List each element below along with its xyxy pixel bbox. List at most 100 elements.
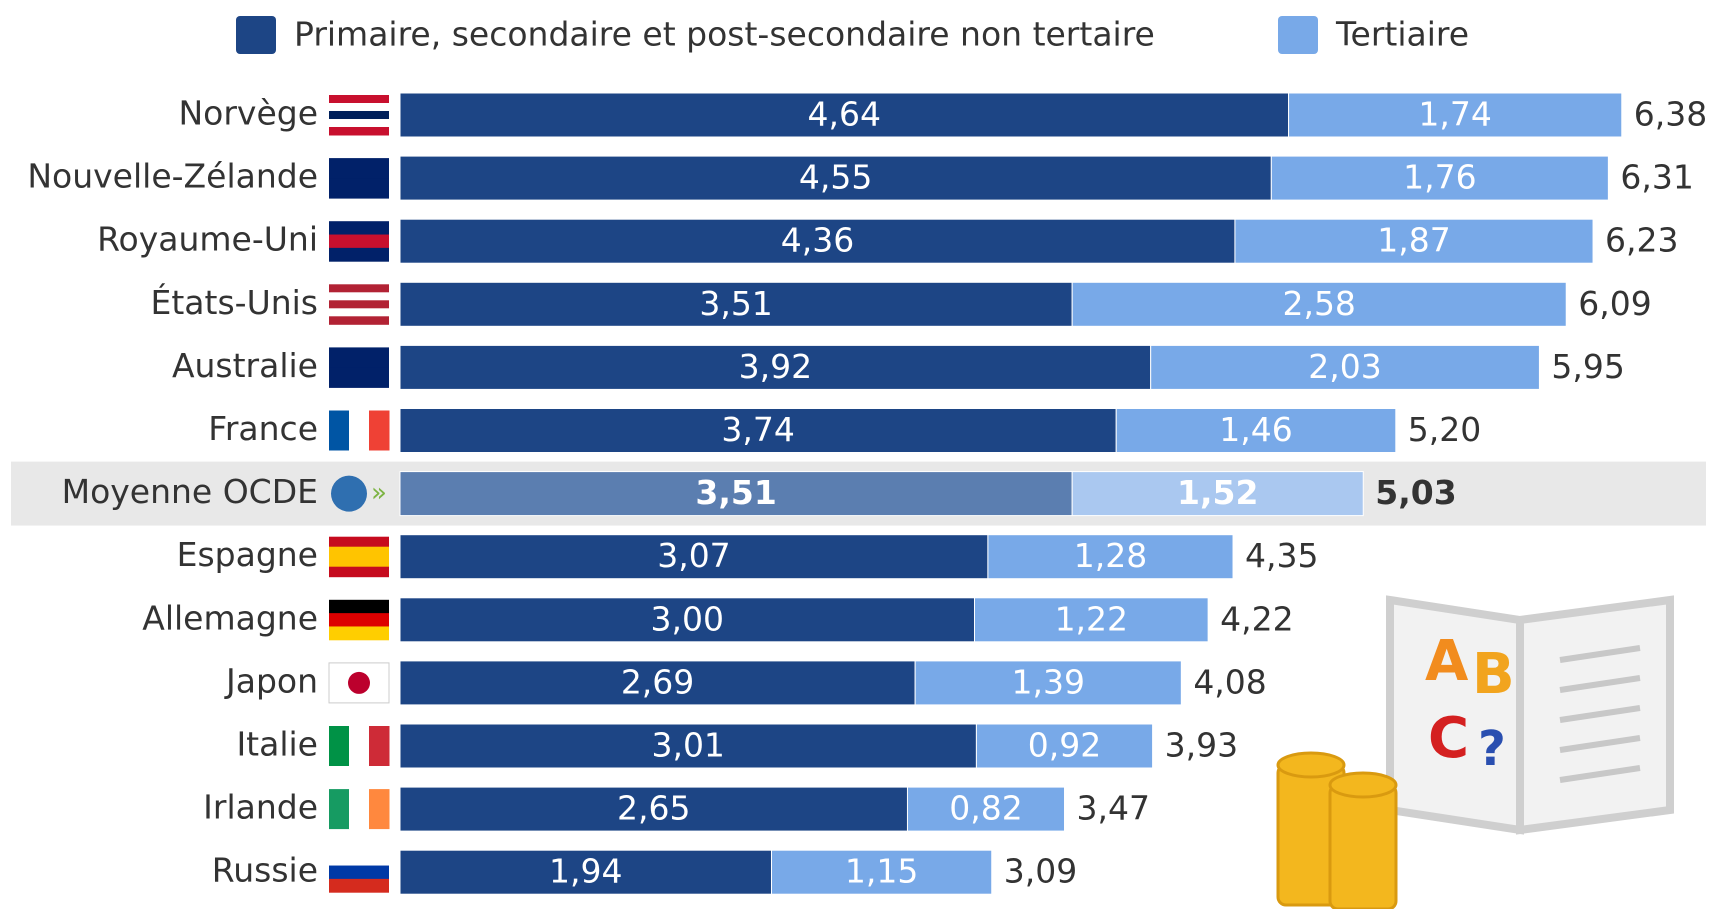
category-label: France xyxy=(208,409,318,448)
category-label: Irlande xyxy=(203,788,318,827)
total-label: 4,08 xyxy=(1193,662,1266,701)
category-label: Australie xyxy=(172,346,318,385)
value-label: 2,69 xyxy=(621,662,694,701)
value-label: 2,65 xyxy=(617,789,690,828)
bar-segment xyxy=(1071,281,1567,327)
flag xyxy=(329,878,389,893)
legend-swatch xyxy=(1278,16,1318,54)
flag xyxy=(331,475,367,512)
flag xyxy=(329,865,389,880)
flag xyxy=(329,292,389,301)
total-label: 3,47 xyxy=(1077,789,1150,828)
value-label: 1,15 xyxy=(845,852,918,891)
flag xyxy=(329,410,350,451)
flag xyxy=(349,789,370,830)
value-label: 1,87 xyxy=(1377,221,1450,260)
total-label: 4,35 xyxy=(1245,536,1318,575)
flag xyxy=(329,410,390,451)
value-label: 3,74 xyxy=(721,410,794,449)
svg-text:A: A xyxy=(1425,629,1469,694)
value-label: 4,55 xyxy=(799,158,872,197)
bar-segment xyxy=(906,786,1066,832)
svg-text:?: ? xyxy=(1478,721,1506,777)
total-label: 3,09 xyxy=(1004,852,1077,891)
flag xyxy=(329,111,389,120)
bar-segment xyxy=(1234,218,1594,264)
value-label: 3,01 xyxy=(651,726,724,765)
bar-segment xyxy=(399,660,916,706)
category-label: Allemagne xyxy=(142,598,318,637)
bar-segment xyxy=(1115,408,1397,453)
value-label: 2,03 xyxy=(1308,347,1381,386)
flag xyxy=(329,726,350,766)
category-label: Nouvelle-Zélande xyxy=(27,157,318,196)
bar-segment xyxy=(1270,155,1609,201)
value-label: 4,36 xyxy=(781,221,854,260)
flag xyxy=(328,662,390,704)
value-label: 1,76 xyxy=(1403,158,1476,197)
total-label: 6,09 xyxy=(1578,284,1651,323)
value-label: 1,46 xyxy=(1219,410,1292,449)
flag xyxy=(329,367,389,388)
bar-segment xyxy=(399,534,989,580)
flag xyxy=(329,536,389,548)
flag xyxy=(329,95,389,136)
flag xyxy=(329,127,389,136)
flag xyxy=(329,247,389,262)
bar-segment xyxy=(399,471,1073,517)
category-label: Moyenne OCDE xyxy=(62,472,318,511)
value-label: 0,82 xyxy=(949,789,1022,828)
bar-segment xyxy=(399,344,1152,390)
bar-segment xyxy=(987,534,1234,580)
flag xyxy=(329,347,389,368)
flag xyxy=(329,158,389,199)
flag xyxy=(329,852,389,893)
value-label: 0,92 xyxy=(1028,726,1101,765)
total-label: 6,23 xyxy=(1605,221,1678,260)
total-label: 5,03 xyxy=(1375,473,1456,512)
flag xyxy=(369,726,390,766)
total-label: 5,95 xyxy=(1551,347,1624,386)
flag xyxy=(329,178,389,199)
bar-segment xyxy=(1071,471,1364,517)
legend-swatch xyxy=(236,16,276,54)
flag xyxy=(329,626,389,641)
flag xyxy=(329,308,389,317)
value-label: 3,51 xyxy=(699,284,772,323)
bar-segment xyxy=(399,597,975,643)
bar-segment xyxy=(399,723,977,769)
flag xyxy=(329,221,389,262)
category-label: Japon xyxy=(224,661,318,700)
flag xyxy=(349,726,370,766)
category-label: Norvège xyxy=(178,94,318,133)
flag xyxy=(349,410,370,451)
flag xyxy=(329,852,389,867)
value-label: 3,00 xyxy=(651,599,724,638)
category-label: Italie xyxy=(236,725,318,764)
value-label: 1,22 xyxy=(1055,599,1128,638)
total-label: 3,93 xyxy=(1165,726,1238,765)
total-label: 5,20 xyxy=(1408,410,1481,449)
flag xyxy=(329,316,389,325)
bar-segment xyxy=(975,723,1154,769)
flag xyxy=(329,546,389,558)
flag xyxy=(329,119,389,128)
bar-segment xyxy=(1288,92,1623,138)
bar-segment xyxy=(1150,344,1540,390)
flag xyxy=(329,284,389,325)
category-label: États-Unis xyxy=(151,282,318,322)
flag xyxy=(329,536,389,578)
category-label: Royaume-Uni xyxy=(97,220,318,259)
flag xyxy=(329,158,389,179)
value-label: 2,58 xyxy=(1282,284,1355,323)
flag xyxy=(329,789,350,830)
illustration: A B C ? xyxy=(1276,595,1674,909)
svg-text:B: B xyxy=(1472,642,1515,707)
total-label: 6,31 xyxy=(1620,158,1693,197)
value-label: 3,51 xyxy=(695,473,776,512)
bar-segment xyxy=(399,408,1117,453)
total-label: 6,38 xyxy=(1634,95,1707,134)
flag xyxy=(329,300,389,309)
flag xyxy=(329,95,389,104)
value-label: 1,39 xyxy=(1011,662,1084,701)
